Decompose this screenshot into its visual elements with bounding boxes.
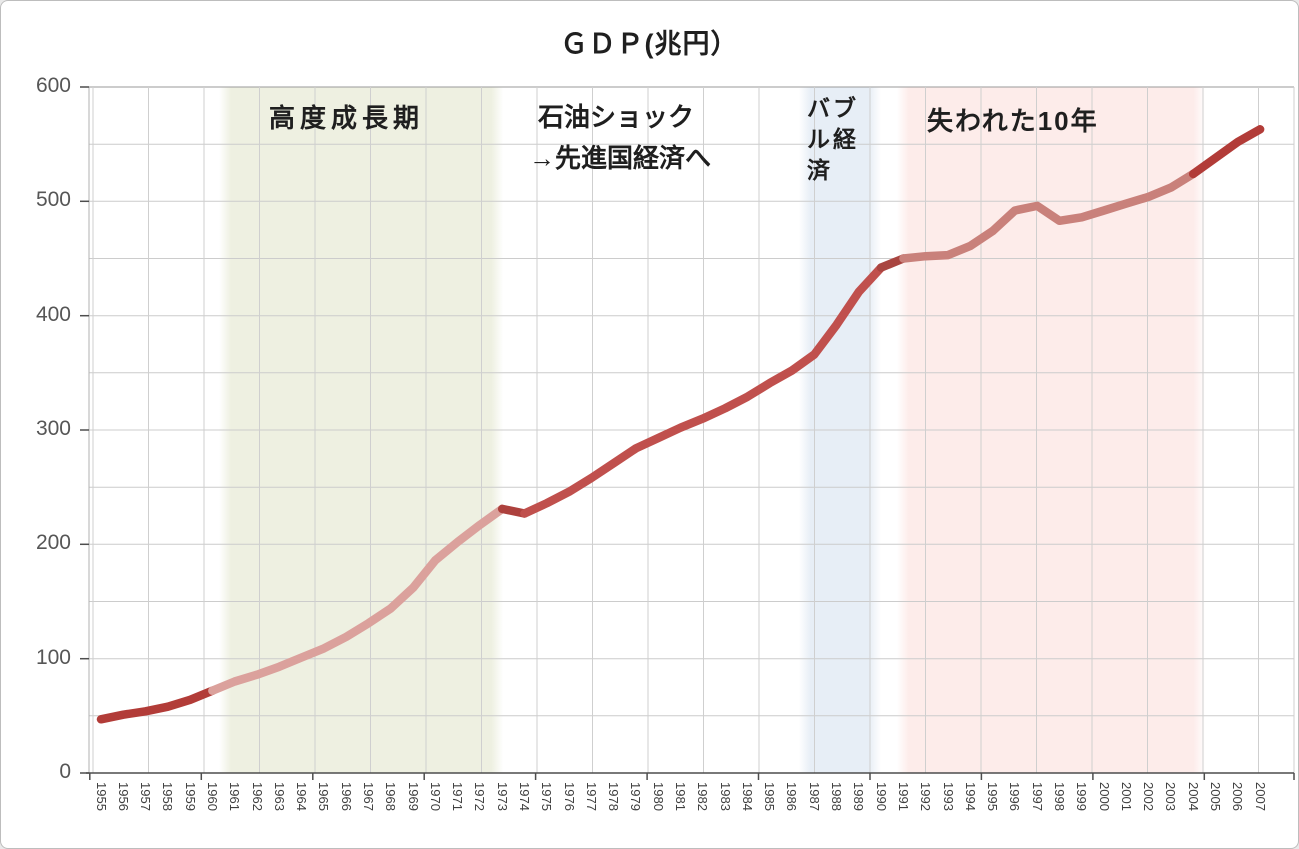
x-axis-label: 1991 [895, 782, 911, 811]
y-axis-label: 200 [35, 531, 71, 555]
x-axis-label: 1990 [873, 782, 889, 811]
x-axis-label: 1984 [739, 782, 755, 811]
x-axis-label: 1956 [115, 782, 131, 811]
x-axis-label: 1970 [427, 782, 443, 811]
gdp-line-segment [208, 504, 507, 695]
x-axis-label: 1958 [160, 782, 176, 811]
x-axis-label: 1997 [1029, 782, 1045, 811]
x-axis-label: 1963 [271, 782, 287, 811]
x-axis-label: 1999 [1074, 782, 1090, 811]
y-axis-label: 0 [59, 760, 71, 783]
x-axis-label: 1987 [806, 782, 822, 811]
annotation-lost-decade: 失われた10年 [927, 106, 1099, 136]
annotation-oil-shock: 石油ショック →先進国経済へ [529, 97, 711, 179]
gdp-line-segment [96, 686, 217, 724]
x-axis-label: 1961 [227, 782, 243, 811]
x-axis-label: 2001 [1118, 782, 1134, 811]
x-axis-label: 2000 [1096, 782, 1112, 811]
gdp-line-segment [1188, 125, 1265, 179]
y-axis-label: 400 [35, 302, 71, 326]
x-axis-label: 1995 [985, 782, 1001, 811]
x-axis-label: 1955 [93, 782, 109, 811]
annotation-high-growth-period: 高度成長期 [269, 103, 425, 133]
x-axis-label: 1971 [450, 782, 466, 811]
x-axis-label: 1959 [182, 782, 198, 811]
x-axis-label: 1979 [628, 782, 644, 811]
x-axis-label: 1967 [360, 782, 376, 811]
x-axis-label: 1998 [1051, 782, 1067, 811]
annotation-bubble-economy: バブル経済 [807, 95, 859, 183]
x-axis-label: 2003 [1163, 782, 1179, 811]
x-axis-label: 1975 [539, 782, 555, 811]
x-axis-label: 1986 [784, 782, 800, 811]
x-axis-label: 1966 [338, 782, 354, 811]
y-axis-label: 500 [35, 188, 71, 212]
gdp-line-segment [520, 263, 886, 518]
x-axis-label: 1977 [583, 782, 599, 811]
x-axis-label: 1981 [673, 782, 689, 811]
x-axis-label: 1993 [940, 782, 956, 811]
x-axis-label: 1962 [249, 782, 265, 811]
x-axis-label: 1980 [650, 782, 666, 811]
y-axis-label: 100 [35, 645, 71, 669]
gdp-line-segment [899, 169, 1198, 263]
chart-title: ＧＤＰ(兆円） [560, 29, 739, 59]
x-axis-label: 1964 [294, 782, 310, 811]
x-axis-label: 2005 [1208, 782, 1223, 811]
annotation-oil-shock-line2: →先進国経済へ [529, 143, 712, 173]
y-axis-label: 300 [35, 417, 71, 440]
x-axis-label: 2004 [1185, 782, 1201, 811]
x-axis-label: 1989 [851, 782, 867, 811]
x-axis-label: 1973 [494, 782, 510, 811]
x-axis-label: 1969 [405, 782, 421, 811]
x-axis-label: 1957 [138, 782, 154, 811]
x-axis-label: 2007 [1252, 782, 1268, 811]
x-axis-label: 1994 [962, 782, 978, 811]
x-axis-label: 1974 [517, 782, 532, 811]
annotation-oil-shock-line1: 石油ショック [538, 102, 695, 132]
x-axis-label: 1983 [717, 782, 733, 811]
x-axis-label: 1976 [561, 782, 577, 811]
x-axis-label: 1965 [316, 782, 332, 811]
x-axis-label: 1982 [695, 782, 711, 811]
x-axis-label: 1992 [918, 782, 934, 811]
x-axis-label: 1996 [1007, 782, 1023, 811]
x-axis-label: 1960 [204, 782, 220, 811]
x-axis-label: 1978 [606, 782, 622, 811]
x-axis-label: 1968 [383, 782, 399, 811]
y-axis-label: 600 [35, 74, 71, 97]
x-axis-label: 2002 [1141, 782, 1157, 811]
x-axis-label: 1988 [829, 782, 845, 811]
x-axis-label: 2006 [1230, 782, 1246, 811]
x-axis-label: 1985 [762, 782, 778, 811]
x-axis-label: 1972 [472, 782, 488, 811]
